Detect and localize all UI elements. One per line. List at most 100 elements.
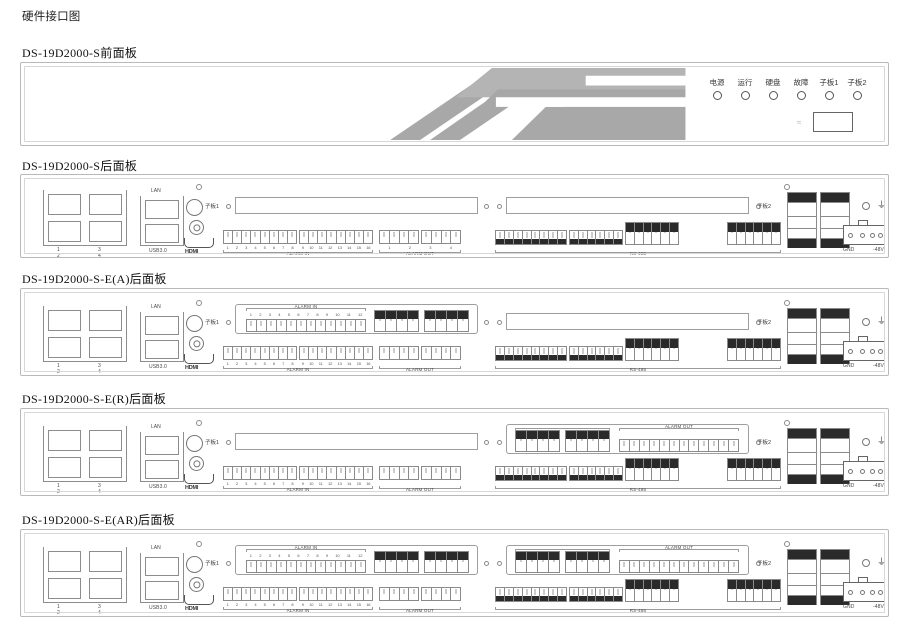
alarm-in-strip-low[interactable] bbox=[223, 466, 297, 480]
alarm-in-strip-high[interactable] bbox=[299, 587, 373, 601]
usb-port-4[interactable] bbox=[89, 578, 122, 599]
lan-port[interactable] bbox=[145, 200, 179, 219]
alarm-in-strip-high[interactable] bbox=[299, 230, 373, 244]
card-relay-strip-2[interactable] bbox=[424, 310, 469, 332]
usb-port-2[interactable] bbox=[48, 578, 81, 599]
rs485-strip-1[interactable] bbox=[495, 587, 567, 602]
alarm-out-strip-a[interactable] bbox=[379, 346, 419, 360]
rs485-strip-4[interactable] bbox=[727, 579, 781, 602]
usb-port-1[interactable] bbox=[48, 310, 81, 331]
alarm-in-numbers-high: 9 10 11 12 13 14 15 16 bbox=[301, 245, 371, 250]
power-terminal-bank-right[interactable] bbox=[820, 192, 850, 248]
rs485-strip-1[interactable] bbox=[495, 346, 567, 361]
audio-connector[interactable] bbox=[189, 220, 204, 235]
card-alarm-in-strip[interactable] bbox=[246, 560, 366, 573]
audio-connector[interactable] bbox=[189, 336, 204, 351]
usb-port-1[interactable] bbox=[48, 194, 81, 215]
hdmi-port[interactable] bbox=[184, 595, 214, 605]
alarm-in-brace bbox=[223, 250, 373, 253]
usb-port-1[interactable] bbox=[48, 551, 81, 572]
rs485-strip-4[interactable] bbox=[727, 458, 781, 481]
card-relay-strip-1[interactable] bbox=[374, 551, 419, 573]
card-relay-strip-2[interactable] bbox=[424, 551, 469, 573]
rs485-strip-2[interactable] bbox=[569, 466, 623, 481]
rs485-strip-2[interactable] bbox=[569, 230, 623, 245]
usb3-port[interactable] bbox=[145, 581, 179, 600]
rs485-strip-1[interactable] bbox=[495, 466, 567, 481]
antenna-connector[interactable] bbox=[186, 315, 203, 332]
hdmi-label: HDMI bbox=[185, 485, 199, 491]
rs485-strip-2[interactable] bbox=[569, 346, 623, 361]
alarm-out-strip-a[interactable] bbox=[379, 466, 419, 480]
usb-port-2[interactable] bbox=[48, 457, 81, 478]
usb-port-2[interactable] bbox=[48, 221, 81, 242]
slot1-screw-right bbox=[484, 204, 489, 209]
alarm-out-strip-a[interactable] bbox=[379, 587, 419, 601]
power-inlet[interactable] bbox=[843, 461, 885, 481]
card-relay-strip-2[interactable] bbox=[565, 430, 610, 452]
rs485-strip-2[interactable] bbox=[569, 587, 623, 602]
usb-port-3[interactable] bbox=[89, 310, 122, 331]
card-alarm-out-strip[interactable] bbox=[619, 560, 739, 573]
usb3-port[interactable] bbox=[145, 460, 179, 479]
power-terminal-bank-right[interactable] bbox=[820, 308, 850, 364]
power-terminal-bank-right[interactable] bbox=[820, 549, 850, 605]
alarm-in-strip-high[interactable] bbox=[299, 346, 373, 360]
rs485-strip-3[interactable] bbox=[625, 579, 679, 602]
alarm-in-strip-low[interactable] bbox=[223, 587, 297, 601]
rs485-strip-1[interactable] bbox=[495, 230, 567, 245]
power-terminal-bank-left[interactable] bbox=[787, 549, 817, 605]
audio-connector[interactable] bbox=[189, 577, 204, 592]
usb3-port[interactable] bbox=[145, 340, 179, 359]
usb-port-4[interactable] bbox=[89, 221, 122, 242]
usb-port-2[interactable] bbox=[48, 337, 81, 358]
antenna-connector[interactable] bbox=[186, 556, 203, 573]
alarm-in-strip-low[interactable] bbox=[223, 346, 297, 360]
usb-port-4[interactable] bbox=[89, 457, 122, 478]
alarm-out-strip-a[interactable] bbox=[379, 230, 419, 244]
lan-port[interactable] bbox=[145, 436, 179, 455]
card-relay-strip-1[interactable] bbox=[515, 430, 560, 452]
card-alarm-out-strip[interactable] bbox=[619, 439, 739, 452]
power-terminal-bank-left[interactable] bbox=[787, 428, 817, 484]
alarm-out-strip-b[interactable] bbox=[421, 230, 461, 244]
alarm-out-strip-b[interactable] bbox=[421, 466, 461, 480]
audio-connector[interactable] bbox=[189, 456, 204, 471]
antenna-connector[interactable] bbox=[186, 435, 203, 452]
usb-port-3[interactable] bbox=[89, 430, 122, 451]
alarm-out-strip-b[interactable] bbox=[421, 346, 461, 360]
usb-port-4[interactable] bbox=[89, 337, 122, 358]
lan-port[interactable] bbox=[145, 316, 179, 335]
rs485-strip-4[interactable] bbox=[727, 338, 781, 361]
hdmi-port[interactable] bbox=[184, 474, 214, 484]
rs485-strip-3[interactable] bbox=[625, 458, 679, 481]
power-inlet[interactable] bbox=[843, 225, 885, 245]
card-relay-strip-2[interactable] bbox=[565, 551, 610, 573]
usb-port-3[interactable] bbox=[89, 551, 122, 572]
hdmi-port[interactable] bbox=[184, 354, 214, 364]
antenna-connector[interactable] bbox=[186, 199, 203, 216]
lan-port[interactable] bbox=[145, 557, 179, 576]
slot2-screw-left bbox=[497, 440, 502, 445]
rs485-strip-3[interactable] bbox=[625, 222, 679, 245]
power-terminal-bank-left[interactable] bbox=[787, 192, 817, 248]
card-alarm-in-strip[interactable] bbox=[246, 319, 366, 332]
power-inlet[interactable] bbox=[843, 341, 885, 361]
alarm-in-strip-low[interactable] bbox=[223, 230, 297, 244]
usb3-port[interactable] bbox=[145, 224, 179, 243]
rs485-strip-3[interactable] bbox=[625, 338, 679, 361]
rs485-strip-4[interactable] bbox=[727, 222, 781, 245]
hdmi-port[interactable] bbox=[184, 238, 214, 248]
usb-port-1[interactable] bbox=[48, 430, 81, 451]
power-terminal-bank-left[interactable] bbox=[787, 308, 817, 364]
alarm-in-strip-high[interactable] bbox=[299, 466, 373, 480]
usb-port-3[interactable] bbox=[89, 194, 122, 215]
alarm-out-strip-b[interactable] bbox=[421, 587, 461, 601]
power-inlet[interactable] bbox=[843, 582, 885, 602]
card-relay-strip-1[interactable] bbox=[374, 310, 419, 332]
card-relay-strip-1[interactable] bbox=[515, 551, 560, 573]
